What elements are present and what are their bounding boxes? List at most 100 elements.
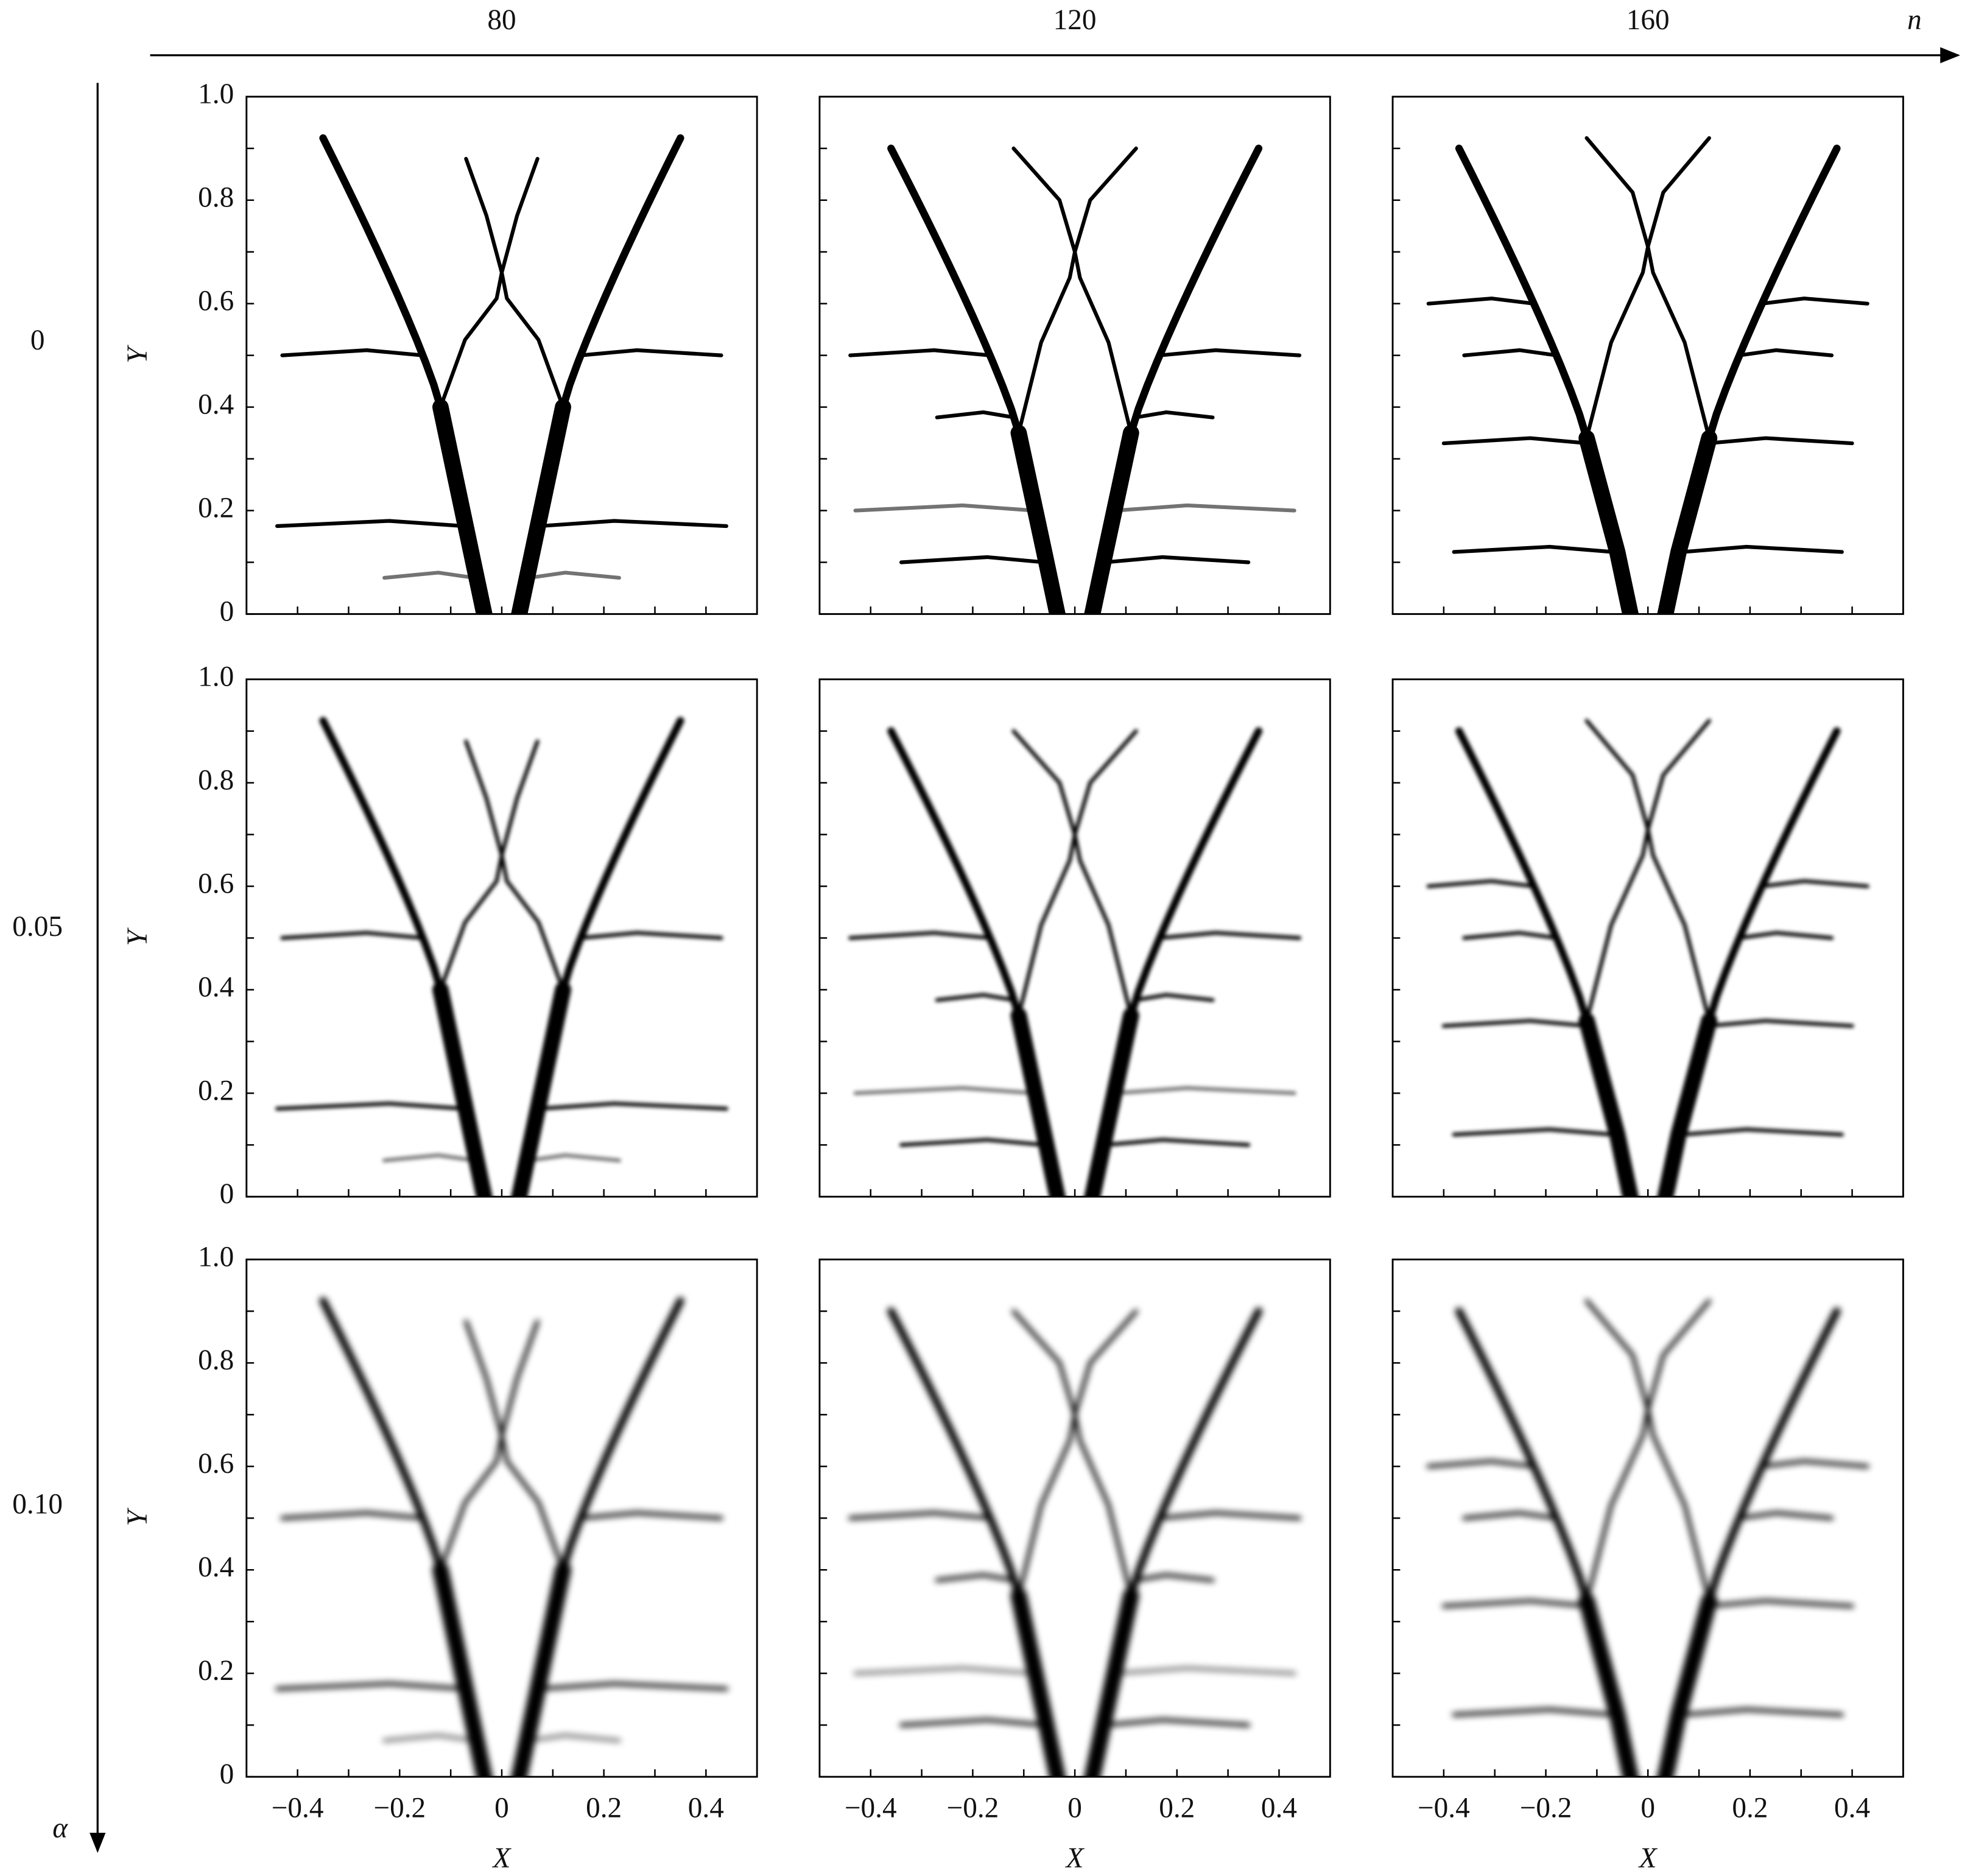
branch [1426, 1459, 1536, 1469]
branch [1657, 1013, 1718, 1197]
branch [1452, 1707, 1616, 1717]
branch [438, 156, 504, 409]
tree-strokes [1426, 136, 1869, 614]
branch [1158, 1511, 1302, 1520]
branch [1011, 146, 1077, 435]
x-tick-label: 0 [494, 1793, 509, 1824]
panel: −0.4 −0.2 0 0.2 0.4 X [818, 1258, 1331, 1874]
y-tick-label: 1.0 [198, 661, 234, 692]
branch [887, 727, 1023, 1020]
branch [1133, 410, 1215, 420]
branch [853, 1666, 1036, 1676]
y-tick-label: 0.4 [198, 971, 234, 1003]
branch [1133, 1573, 1215, 1583]
branch [1706, 436, 1854, 446]
tree [1426, 718, 1869, 1197]
y-tick-label: 0.6 [198, 868, 234, 899]
branch [438, 739, 504, 992]
branch [1011, 1309, 1077, 1598]
x-tick-label: −0.2 [1520, 1793, 1572, 1824]
branch [848, 348, 992, 357]
panel [1391, 96, 1904, 615]
x-tick-label: −0.4 [845, 1793, 897, 1824]
y-tick-label: 1.0 [198, 79, 234, 110]
alpha-value: 0.10 [12, 1489, 63, 1520]
branch [382, 1153, 476, 1162]
tree-strokes [848, 727, 1302, 1197]
branch [280, 348, 425, 357]
branch [1760, 879, 1869, 888]
tree-strokes [848, 144, 1302, 614]
branch [1760, 1459, 1869, 1469]
x-tick-label: −0.4 [272, 1793, 324, 1824]
x-axis-label: X [492, 1843, 512, 1874]
y-tick-label: 1.0 [198, 1241, 234, 1273]
branch [280, 930, 425, 940]
x-tick-label: 0.4 [1834, 1793, 1870, 1824]
branch [1681, 1707, 1844, 1717]
tree-strokes [1426, 718, 1869, 1197]
branch [1426, 297, 1536, 306]
branch [1084, 424, 1139, 614]
branch [559, 1297, 684, 1574]
panel-frame [818, 96, 1331, 615]
branch [1706, 1599, 1854, 1608]
tree-strokes [275, 1297, 728, 1777]
branch [1127, 144, 1263, 437]
x-axis-label: X [1638, 1843, 1658, 1874]
x-tick-label: 0.2 [1732, 1793, 1768, 1824]
x-tick-label: 0.2 [586, 1793, 622, 1824]
branch [899, 1137, 1046, 1147]
panel-frame [818, 678, 1331, 1198]
y-tick-label: 0.2 [198, 1655, 234, 1687]
branch [1455, 144, 1591, 442]
branch [1127, 727, 1263, 1020]
branch [1705, 1307, 1841, 1605]
branch [537, 1101, 728, 1111]
y-axis-label: Y [122, 1507, 153, 1526]
branch [1657, 430, 1718, 614]
branch [1073, 729, 1138, 1018]
n-value: 80 [487, 4, 516, 36]
branch [1657, 1592, 1718, 1777]
alpha-value: 0.05 [12, 911, 63, 943]
branch [853, 1086, 1036, 1095]
branch [1646, 718, 1711, 1023]
branch [527, 1153, 621, 1162]
branch [1705, 144, 1841, 442]
branch [1455, 1307, 1591, 1605]
x-tick-label: 0 [1640, 1793, 1655, 1824]
x-axis-label: X [1065, 1843, 1085, 1874]
branch [1705, 727, 1841, 1025]
y-tick-label: 0.6 [198, 1448, 234, 1480]
branch [578, 930, 723, 940]
branch [275, 1682, 466, 1691]
branch [1452, 1127, 1616, 1137]
branch [1084, 1587, 1139, 1777]
y-tick-label: 0 [220, 1758, 234, 1790]
x-tick-label: −0.2 [373, 1793, 426, 1824]
branch [1114, 1666, 1296, 1676]
branch [899, 1718, 1046, 1727]
branch [1441, 1019, 1590, 1028]
y-tick-label: 0.8 [198, 764, 234, 796]
y-axis-label: Y [122, 345, 153, 364]
branch [578, 1511, 723, 1520]
panel-frame [245, 96, 758, 615]
tree [848, 1307, 1302, 1777]
branch [1441, 1599, 1590, 1608]
branch [1760, 297, 1869, 306]
branch [1103, 1718, 1251, 1727]
branch [935, 992, 1016, 1002]
y-axis-label: Y [122, 927, 153, 946]
branch [1127, 1307, 1263, 1600]
panel [818, 678, 1331, 1198]
branch [319, 717, 445, 994]
tree-strokes [275, 717, 728, 1197]
branch [527, 1734, 621, 1743]
tree [848, 727, 1302, 1197]
tree [848, 144, 1302, 614]
branch [1462, 348, 1559, 357]
